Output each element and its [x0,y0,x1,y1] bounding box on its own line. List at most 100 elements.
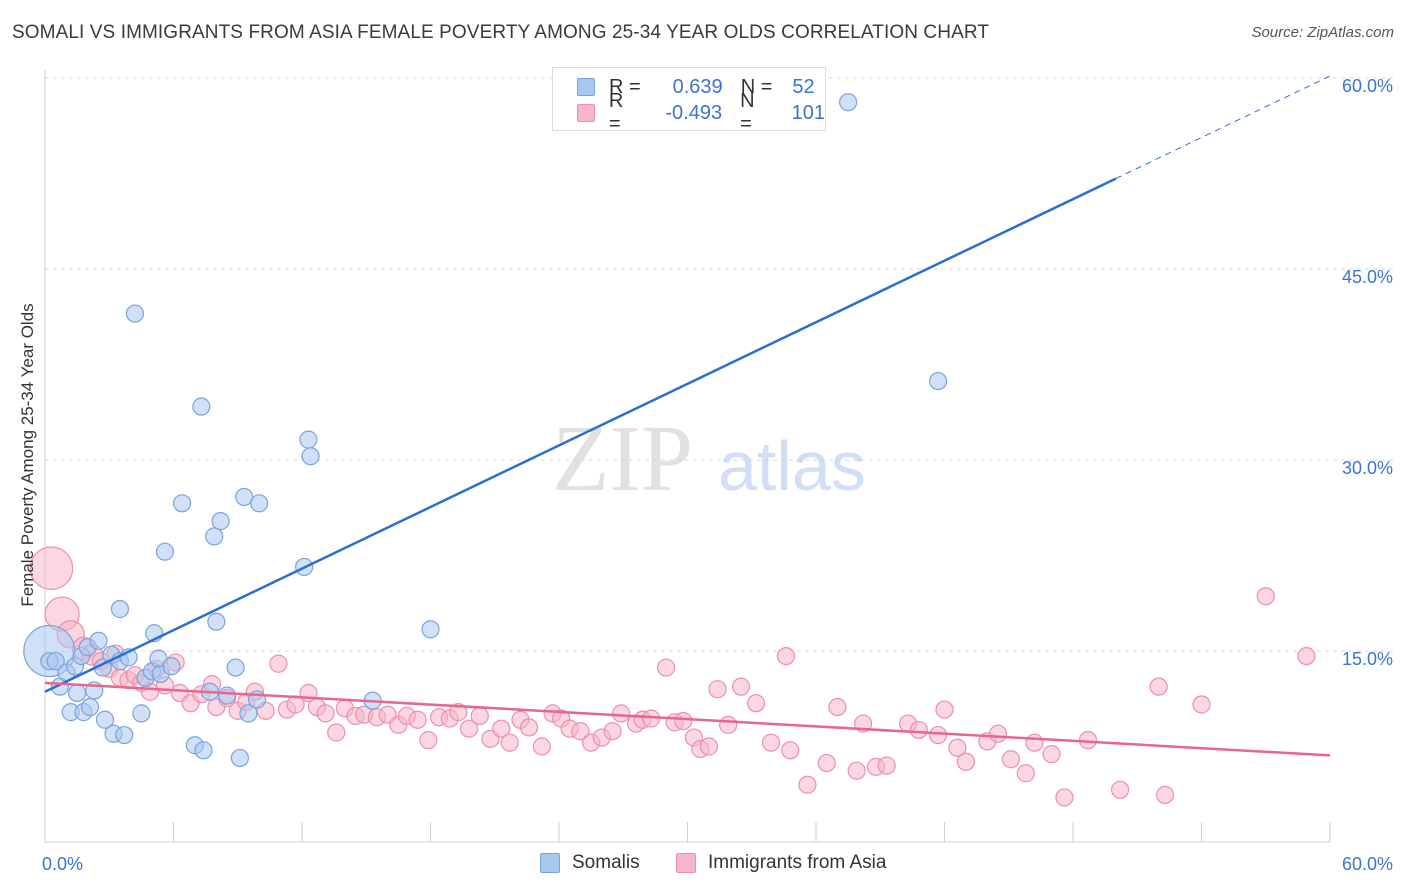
somali-point [162,657,181,676]
legend-r-label: R = [608,90,624,135]
y-tick-label: 45.0% [1342,267,1393,287]
somali-point [205,527,224,546]
watermark: ZIP atlas [552,407,866,511]
asia-point [1042,745,1061,764]
asia-point [1001,750,1020,769]
asia-point [1055,788,1074,807]
somali-point [421,620,440,639]
somali-point [207,612,226,631]
y-tick-label: 60.0% [1342,76,1393,96]
somali-point [839,93,858,112]
asia-point [1111,780,1130,799]
somali-point [110,599,130,619]
legend-n-value: 101 [791,101,825,124]
trendline-somali-extension [1115,75,1331,180]
asia-point [877,756,896,775]
somali-point [95,710,115,729]
asia-point [817,753,836,773]
trendline-asia [44,681,1331,757]
correlation-legend: R = 0.639 N = 52 R = -0.493 N = 101 [552,67,826,135]
somali-point [250,494,269,513]
source-credit: Source: ZipAtlas.com [1251,24,1394,41]
asia-point [500,733,519,752]
asia-point [719,715,738,734]
asia-point [470,706,489,726]
somali-point [928,371,948,391]
bottom-legend-somali: Somalis [540,852,640,874]
somali-point [125,304,145,323]
bottom-legend-swatch-somali [540,853,560,873]
asia-point [828,697,847,717]
asia-point [988,724,1008,743]
legend-row-asia: R = -0.493 N = 101 [577,90,825,135]
legend-r-value: 0.639 [672,75,723,98]
asia-point [449,703,468,722]
asia-point [1025,733,1044,752]
axis-layer [44,70,1331,843]
asia-point [1256,587,1275,606]
trendline-somali [44,177,1117,693]
somali-point [46,652,65,671]
somali-point [155,542,175,561]
asia-point [948,738,967,757]
somali-point [301,447,320,466]
somali-point [132,704,151,723]
legend-r-label: R = [609,75,641,98]
somali-point [211,512,230,531]
somali-point [194,741,213,760]
asia-point [674,711,693,731]
grid-layer [45,77,1395,652]
legend-swatch-somali [577,78,595,96]
asia-point [1016,764,1035,783]
legend-n-value: 52 [792,75,815,98]
y-tick-label: 15.0% [1342,649,1393,669]
asia-point [935,700,954,719]
asia-point [571,722,590,741]
asia-point [708,680,727,699]
somali-point [172,494,192,513]
asia-point [798,775,817,794]
tick-labels: 15.0% 30.0% 45.0% 60.0% 0.0% 60.0% [42,76,1393,874]
asia-point [612,704,631,723]
legend-n-label: N = [740,75,773,98]
asia-point [1192,695,1211,714]
asia-point [776,646,796,666]
asia-point [847,761,866,780]
bottom-legend-label-asia: Immigrants from Asia [708,852,887,873]
asia-point [269,654,288,673]
asia-point [746,694,766,713]
asia-point [909,720,928,740]
somali-point [226,658,245,677]
bottom-legend-label-somali: Somalis [572,852,640,873]
legend-swatch-asia [577,104,595,122]
legend-row-somali: R = 0.639 N = 52 [577,75,815,99]
asia-point [532,737,551,756]
asia-point [316,704,335,723]
somali-point [80,697,100,717]
asia-point [656,658,676,677]
legend-r-value: -0.493 [665,101,723,124]
asia-point [1155,785,1175,804]
y-tick-label: 30.0% [1342,458,1393,478]
asia-point [29,546,74,591]
y-axis-label: Female Poverty Among 25-34 Year Olds [18,303,37,607]
asia-point [1078,731,1098,750]
somali-point [299,430,318,449]
somali-point [217,686,237,705]
asia-point [459,719,479,738]
asia-point [761,733,781,752]
asia-point [492,719,511,738]
asia-point [519,718,539,737]
asia-point [419,731,438,750]
somali-point [192,397,211,416]
legend-n-label: N = [740,90,755,135]
asia-point [956,752,976,771]
x-tick-label-max: 60.0% [1342,854,1393,874]
watermark-atlas: atlas [718,427,866,505]
asia-point [1297,646,1316,666]
somali-point [89,631,108,650]
asia-point [408,710,427,729]
series-asia-points [29,546,1316,807]
somali-point [115,725,134,745]
